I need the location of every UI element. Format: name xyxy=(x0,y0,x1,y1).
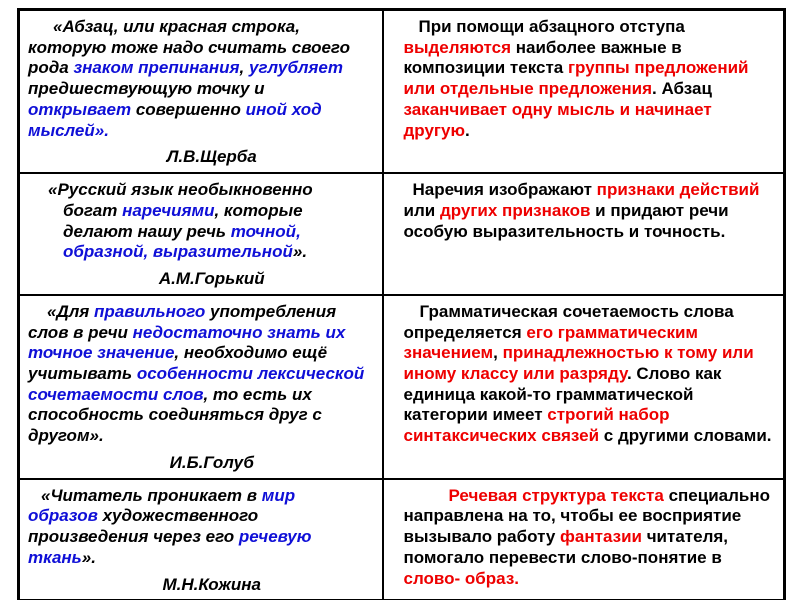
quote-text: «Абзац, или красная строка, которую тоже… xyxy=(28,17,366,141)
text-segment: других признаков xyxy=(439,200,591,220)
text-segment: «Абзац, или красная строка, которую тоже… xyxy=(28,17,350,78)
text-segment: речевую ткань xyxy=(28,527,312,567)
explanation-cell: При помощи абзацного отступа выделяются … xyxy=(381,8,786,175)
text-segment: При помощи абзацного отступа xyxy=(418,17,685,36)
explanation-text: Грамматическая сочетаемость слова опреде… xyxy=(404,302,774,447)
text-segment: , которые делают нашу речь xyxy=(63,200,303,241)
text-segment: правильного xyxy=(94,301,206,321)
quotes-table: «Абзац, или красная строка, которую тоже… xyxy=(17,8,786,600)
explanation-text: При помощи абзацного отступа выделяются … xyxy=(404,17,774,141)
text-segment: принадлежностью к тому или иному классу … xyxy=(403,343,754,384)
text-segment: . Абзац xyxy=(652,79,712,99)
text-segment: углубляет xyxy=(249,58,343,78)
text-segment: иной ход мыслей». xyxy=(28,99,322,140)
author-name: А.М.Горький xyxy=(158,269,265,289)
explanation-text: Речевая структура текста специально напр… xyxy=(404,486,774,590)
quote-text: «Для правильного употребления слов в реч… xyxy=(28,302,366,447)
author-name: И.Б.Голуб xyxy=(169,452,254,472)
quote-cell: «Для правильного употребления слов в реч… xyxy=(17,293,384,480)
text-segment: знаком препинания xyxy=(73,58,240,78)
text-segment: употребления слов в речи xyxy=(28,301,337,342)
quote-text: «Русский язык необыкновенно богат наречи… xyxy=(48,180,366,263)
text-segment: Грамматическая сочетаемость слова опреде… xyxy=(403,301,734,342)
text-segment: специально направлена на то, чтобы ее во… xyxy=(403,485,771,547)
table-row: «Абзац, или красная строка, которую тоже… xyxy=(17,8,786,175)
text-segment: мир образов xyxy=(28,485,296,526)
text-segment: недостаточно знать их точное значение xyxy=(28,322,346,363)
text-segment: «Русский язык необыкновенно богат xyxy=(48,180,313,220)
text-segment: ». xyxy=(81,547,96,567)
text-segment: художественного произведения через его xyxy=(28,506,259,547)
text-segment: «Читатель проникает в xyxy=(41,485,262,505)
text-segment: группы предложений или отдельные предлож… xyxy=(403,58,749,99)
text-segment: или xyxy=(403,200,440,220)
text-segment: читателя, помогало перевести слово-понят… xyxy=(403,527,729,567)
text-segment: наиболее важные в композиции текста xyxy=(403,37,682,78)
text-segment: Наречия изображают xyxy=(412,180,597,200)
text-segment: ». xyxy=(292,242,308,262)
text-segment: совершенно xyxy=(131,99,246,119)
text-segment: выделяются xyxy=(403,37,512,57)
text-segment: , xyxy=(493,343,503,363)
author-name: М.Н.Кожина xyxy=(162,574,261,594)
text-segment: заканчивает одну мысль и начинает другую xyxy=(403,99,712,140)
quote-text: «Читатель проникает в мир образов художе… xyxy=(28,486,366,569)
quote-cell: «Русский язык необыкновенно богат наречи… xyxy=(17,172,384,296)
text-segment: «Для xyxy=(47,301,95,321)
author-name: Л.В.Щерба xyxy=(166,147,257,167)
quote-cell: «Абзац, или красная строка, которую тоже… xyxy=(17,8,384,175)
quote-cell: «Читатель проникает в мир образов художе… xyxy=(17,477,384,600)
text-segment: , xyxy=(239,58,249,78)
text-segment: предшествующую точку и xyxy=(28,79,265,99)
text-segment: его грамматическим значением xyxy=(403,322,698,363)
text-segment: строгий набор синтаксических связей xyxy=(403,405,670,446)
text-segment: признаки действий xyxy=(596,180,760,200)
table-row: «Для правильного употребления слов в реч… xyxy=(17,293,786,480)
explanation-cell: Наречия изображают признаки действий или… xyxy=(381,172,786,296)
text-segment: особенности лексической сочетаемости сло… xyxy=(28,364,365,404)
text-segment: , необходимо ещё учитывать xyxy=(28,343,328,384)
text-segment: наречиями xyxy=(122,200,215,220)
text-segment: и придают речи особую выразительность и … xyxy=(403,200,729,241)
table-row: «Читатель проникает в мир образов художе… xyxy=(17,477,786,600)
text-segment: фантазии xyxy=(560,527,642,547)
text-segment: слово- образ. xyxy=(403,568,520,588)
text-segment: Речевая структура текста xyxy=(448,485,664,505)
table-row: «Русский язык необыкновенно богат наречи… xyxy=(17,172,786,296)
table-body: «Абзац, или красная строка, которую тоже… xyxy=(17,8,786,600)
text-segment: . xyxy=(464,120,470,140)
explanation-cell: Грамматическая сочетаемость слова опреде… xyxy=(381,293,786,480)
text-segment: . Слово как единица какой-то грамматичес… xyxy=(403,364,722,425)
text-segment: точной, образной, выразительной xyxy=(63,221,301,262)
text-segment: , то есть их способность соединяться дру… xyxy=(28,384,322,446)
text-segment: открывает xyxy=(28,99,132,119)
explanation-text: Наречия изображают признаки действий или… xyxy=(404,180,774,242)
text-segment: с другими словами. xyxy=(599,426,772,446)
explanation-cell: Речевая структура текста специально напр… xyxy=(381,477,786,600)
